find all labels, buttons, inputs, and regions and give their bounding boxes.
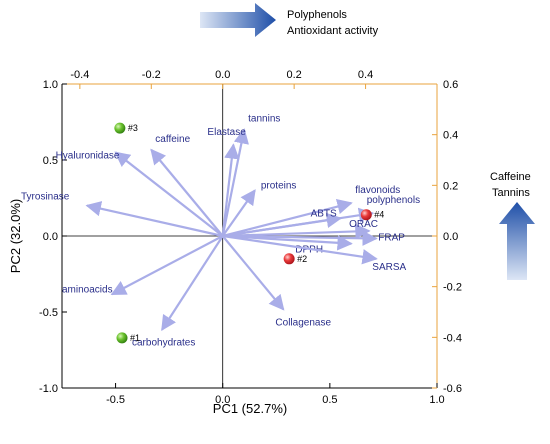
- loading-label-frap: FRAP: [378, 233, 405, 244]
- axes-layer: -0.5 0.0 0.5 1.0 -1.0 -0.5 0.0 0.5 1.0 -0.4 -0.2 0.…: [39, 69, 462, 406]
- loading-label-tannins: tannins: [248, 114, 280, 125]
- loading-vector-flavonoids: [222, 199, 353, 238]
- y-tick-label: -0.5: [39, 307, 58, 319]
- loading-label-caffeine: caffeine: [155, 134, 190, 145]
- sample-point: [114, 122, 126, 134]
- sample-label: #3: [128, 123, 138, 133]
- x-tick-label: 0.0: [215, 394, 230, 406]
- y-tick-label: 0.0: [43, 231, 58, 243]
- top-annotation-line2: Antioxidant activity: [287, 25, 379, 37]
- loading-label-sarsa: SARSA: [372, 262, 406, 273]
- loading-label-dpph: DPPH: [295, 245, 323, 256]
- right-tick-label: -0.2: [443, 282, 462, 294]
- loading-vector-tyrosinase: [85, 201, 223, 238]
- x-tick-label: 0.5: [322, 394, 337, 406]
- loading-vector-sarsa: [222, 234, 378, 265]
- x-tick-label: -0.5: [106, 394, 125, 406]
- loading-vector-dpph: [222, 234, 353, 251]
- sample-label: #4: [374, 210, 384, 220]
- y-tick-label: 0.5: [43, 155, 58, 167]
- top-tick-label: 0.4: [358, 69, 373, 81]
- x-tick-label: 1.0: [429, 394, 444, 406]
- loading-vector-tannins: [221, 128, 249, 237]
- up-direction-arrow: [499, 202, 535, 280]
- samples-layer: #1 #2 #3 #4: [114, 122, 384, 344]
- loading-vector-elastase: [221, 143, 240, 237]
- y-axis-title: PC2 (32.0%): [8, 199, 23, 273]
- y-tick-label: 1.0: [43, 79, 58, 91]
- right-tick-label: -0.4: [443, 332, 462, 344]
- top-tick-label: 0.2: [286, 69, 301, 81]
- right-tick-label: -0.6: [443, 383, 462, 395]
- loading-label-carbohydrates: carbohydrates: [132, 338, 195, 349]
- loading-label-collagenase: Collagenase: [275, 317, 331, 328]
- loading-vector-proteins: [221, 189, 256, 237]
- right-tick-label: 0.2: [443, 180, 458, 192]
- right-direction-arrow: [200, 3, 276, 37]
- loading-label-elastase: Elastase: [207, 127, 246, 138]
- sample-point: [360, 209, 372, 221]
- loading-label-orac: ORAC: [349, 219, 378, 230]
- right-tick-label: 0.0: [443, 231, 458, 243]
- loading-vector-caffeine: [150, 148, 224, 237]
- loading-vector-hyaluronidase: [114, 151, 224, 237]
- right-tick-label: 0.6: [443, 79, 458, 91]
- loading-label-proteins: proteins: [261, 180, 297, 191]
- x-axis-title: PC1 (52.7%): [213, 401, 287, 416]
- y-tick-label: -1.0: [39, 383, 58, 395]
- right-annotation-line1: Caffeine: [490, 171, 531, 183]
- sample-label: #2: [297, 254, 307, 264]
- top-tick-label: -0.2: [142, 69, 161, 81]
- loading-label-tyrosinase: Tyrosinase: [21, 192, 70, 203]
- loading-label-flavonoids: flavonoids: [355, 185, 400, 196]
- top-annotation-line1: Polyphenols: [287, 9, 347, 21]
- right-direction-annotation: Caffeine Tannins: [490, 171, 535, 280]
- loading-vector-collagenase: [221, 235, 285, 311]
- right-tick-label: 0.4: [443, 130, 458, 142]
- loading-vector-orac: [222, 223, 371, 240]
- loading-vector-aminoacids: [110, 235, 224, 296]
- sample-point: [116, 332, 128, 344]
- top-tick-label: -0.4: [70, 69, 89, 81]
- loading-vector-abts: [222, 212, 343, 238]
- loading-label-polyphenols: polyphenols: [367, 195, 420, 206]
- right-annotation-line2: Tannins: [492, 187, 530, 199]
- sample-label: #1: [130, 333, 140, 343]
- top-tick-label: 0.0: [215, 69, 230, 81]
- loading-label-hyaluronidase: Hyaluronidase: [56, 150, 120, 161]
- loading-label-aminoacids: aminoacids: [62, 284, 113, 295]
- sample-point: [283, 253, 295, 265]
- loading-label-abts: ABTS: [311, 208, 337, 219]
- top-direction-annotation: Polyphenols Antioxidant activity: [200, 3, 379, 37]
- loading-vector-carbohydrates: [161, 235, 224, 332]
